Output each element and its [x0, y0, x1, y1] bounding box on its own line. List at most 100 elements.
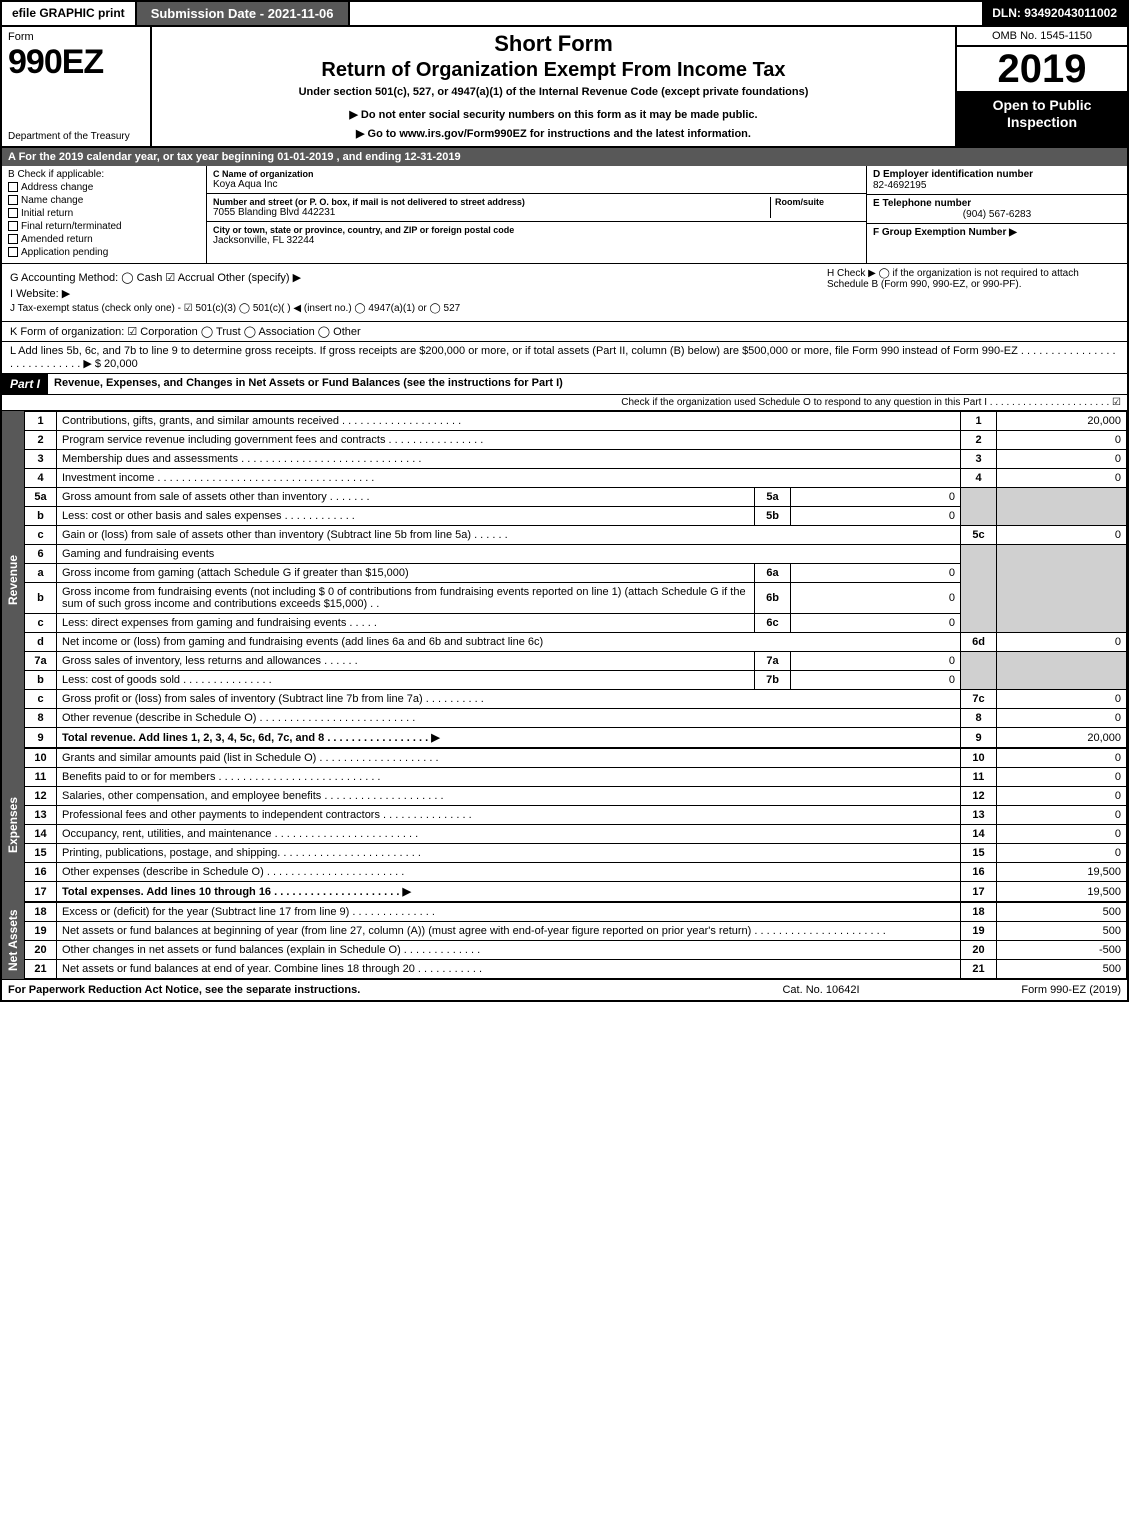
- form-label: Form: [8, 31, 144, 43]
- line-19: 19Net assets or fund balances at beginni…: [25, 922, 1127, 941]
- section-d-e-f: D Employer identification number 82-4692…: [867, 166, 1127, 263]
- addr-label: Number and street (or P. O. box, if mail…: [213, 197, 770, 207]
- line-6d: dNet income or (loss) from gaming and fu…: [25, 633, 1127, 652]
- line-18: 18Excess or (deficit) for the year (Subt…: [25, 903, 1127, 922]
- expenses-side-label: Expenses: [2, 748, 24, 902]
- group-exemption-label: F Group Exemption Number ▶: [873, 227, 1121, 238]
- revenue-table: 1Contributions, gifts, grants, and simil…: [24, 411, 1127, 748]
- form-footer-id: Form 990-EZ (2019): [921, 984, 1121, 996]
- paperwork-notice: For Paperwork Reduction Act Notice, see …: [8, 984, 721, 996]
- tax-exempt-status: J Tax-exempt status (check only one) - ☑…: [10, 303, 819, 314]
- line-13: 13Professional fees and other payments t…: [25, 806, 1127, 825]
- accounting-method: G Accounting Method: ◯ Cash ☑ Accrual Ot…: [10, 271, 819, 284]
- part-i-check-o: Check if the organization used Schedule …: [2, 395, 1127, 411]
- addr-value: 7055 Blanding Blvd 442231: [213, 207, 770, 218]
- goto-instructions: ▶ Go to www.irs.gov/Form990EZ for instru…: [160, 127, 947, 140]
- net-assets-side-label: Net Assets: [2, 902, 24, 979]
- part-i-label: Part I: [2, 374, 48, 394]
- line-7c: cGross profit or (loss) from sales of in…: [25, 690, 1127, 709]
- city-label: City or town, state or province, country…: [213, 225, 860, 235]
- room-label: Room/suite: [775, 197, 860, 207]
- section-b-checkboxes: B Check if applicable: Address change Na…: [2, 166, 207, 263]
- page-footer: For Paperwork Reduction Act Notice, see …: [2, 979, 1127, 1000]
- revenue-group: Revenue 1Contributions, gifts, grants, a…: [2, 411, 1127, 748]
- h-schedule-b: H Check ▶ ◯ if the organization is not r…: [819, 268, 1119, 317]
- check-final-return[interactable]: Final return/terminated: [8, 221, 200, 232]
- line-7a: 7aGross sales of inventory, less returns…: [25, 652, 1127, 671]
- line-16: 16Other expenses (describe in Schedule O…: [25, 863, 1127, 882]
- line-10: 10Grants and similar amounts paid (list …: [25, 749, 1127, 768]
- form-number: 990EZ: [8, 43, 144, 82]
- section-b-c-d: B Check if applicable: Address change Na…: [2, 166, 1127, 264]
- k-form-of-org: K Form of organization: ☑ Corporation ◯ …: [2, 322, 1127, 342]
- short-form-title: Short Form: [160, 31, 947, 57]
- section-b-title: B Check if applicable:: [8, 169, 200, 180]
- l-gross-receipts: L Add lines 5b, 6c, and 7b to line 9 to …: [2, 342, 1127, 374]
- line-17: 17Total expenses. Add lines 10 through 1…: [25, 882, 1127, 902]
- dln-number: DLN: 93492043011002: [982, 2, 1127, 25]
- revenue-side-label: Revenue: [2, 411, 24, 748]
- open-to-public: Open to Public Inspection: [957, 93, 1127, 146]
- section-g-h-i-j: G Accounting Method: ◯ Cash ☑ Accrual Ot…: [2, 264, 1127, 322]
- org-city-row: City or town, state or province, country…: [207, 222, 866, 249]
- ein-row: D Employer identification number 82-4692…: [867, 166, 1127, 195]
- check-address-change[interactable]: Address change: [8, 182, 200, 193]
- tel-label: E Telephone number: [873, 198, 1121, 209]
- form-number-block: Form 990EZ Department of the Treasury: [2, 27, 152, 146]
- group-exemption-row: F Group Exemption Number ▶: [867, 224, 1127, 241]
- telephone-row: E Telephone number (904) 567-6283: [867, 195, 1127, 224]
- part-i-title: Revenue, Expenses, and Changes in Net As…: [48, 374, 1127, 394]
- cat-number: Cat. No. 10642I: [721, 984, 921, 996]
- line-5c: cGain or (loss) from sale of assets othe…: [25, 526, 1127, 545]
- org-name-label: C Name of organization: [213, 169, 860, 179]
- line-3: 3Membership dues and assessments . . . .…: [25, 450, 1127, 469]
- line-21: 21Net assets or fund balances at end of …: [25, 960, 1127, 979]
- website-line: I Website: ▶: [10, 287, 819, 300]
- ein-label: D Employer identification number: [873, 169, 1121, 180]
- line-8: 8Other revenue (describe in Schedule O) …: [25, 709, 1127, 728]
- line-20: 20Other changes in net assets or fund ba…: [25, 941, 1127, 960]
- org-name-row: C Name of organization Koya Aqua Inc: [207, 166, 866, 194]
- net-assets-table: 18Excess or (deficit) for the year (Subt…: [24, 902, 1127, 979]
- topbar-spacer: [350, 2, 983, 25]
- net-assets-group: Net Assets 18Excess or (deficit) for the…: [2, 902, 1127, 979]
- expenses-group: Expenses 10Grants and similar amounts pa…: [2, 748, 1127, 902]
- under-section: Under section 501(c), 527, or 4947(a)(1)…: [160, 86, 947, 98]
- omb-number: OMB No. 1545-1150: [957, 27, 1127, 47]
- section-c-org-info: C Name of organization Koya Aqua Inc Num…: [207, 166, 867, 263]
- line-1: 1Contributions, gifts, grants, and simil…: [25, 412, 1127, 431]
- line-15: 15Printing, publications, postage, and s…: [25, 844, 1127, 863]
- org-addr-row: Number and street (or P. O. box, if mail…: [207, 194, 866, 222]
- ssn-warning: ▶ Do not enter social security numbers o…: [160, 108, 947, 121]
- city-value: Jacksonville, FL 32244: [213, 235, 860, 246]
- tax-period-bar: A For the 2019 calendar year, or tax yea…: [2, 148, 1127, 166]
- efile-print-link[interactable]: efile GRAPHIC print: [2, 2, 137, 25]
- check-name-change[interactable]: Name change: [8, 195, 200, 206]
- line-6: 6Gaming and fundraising events: [25, 545, 1127, 564]
- treasury-dept: Department of the Treasury: [8, 131, 144, 142]
- check-initial-return[interactable]: Initial return: [8, 208, 200, 219]
- line-4: 4Investment income . . . . . . . . . . .…: [25, 469, 1127, 488]
- tel-value: (904) 567-6283: [873, 209, 1121, 220]
- form-title-block: Short Form Return of Organization Exempt…: [152, 27, 957, 146]
- tax-year: 2019: [957, 47, 1127, 93]
- submission-date: Submission Date - 2021-11-06: [137, 2, 350, 25]
- check-amended-return[interactable]: Amended return: [8, 234, 200, 245]
- line-14: 14Occupancy, rent, utilities, and mainte…: [25, 825, 1127, 844]
- form-990ez-page: efile GRAPHIC print Submission Date - 20…: [0, 0, 1129, 1002]
- check-application-pending[interactable]: Application pending: [8, 247, 200, 258]
- return-title: Return of Organization Exempt From Incom…: [160, 59, 947, 82]
- expenses-table: 10Grants and similar amounts paid (list …: [24, 748, 1127, 902]
- part-i-header: Part I Revenue, Expenses, and Changes in…: [2, 374, 1127, 395]
- ein-value: 82-4692195: [873, 180, 1121, 191]
- form-meta-right: OMB No. 1545-1150 2019 Open to Public In…: [957, 27, 1127, 146]
- top-metadata-bar: efile GRAPHIC print Submission Date - 20…: [2, 2, 1127, 27]
- org-name-value: Koya Aqua Inc: [213, 179, 860, 190]
- line-5a: 5aGross amount from sale of assets other…: [25, 488, 1127, 507]
- line-11: 11Benefits paid to or for members . . . …: [25, 768, 1127, 787]
- part-i-title-text: Revenue, Expenses, and Changes in Net As…: [54, 377, 563, 389]
- line-12: 12Salaries, other compensation, and empl…: [25, 787, 1127, 806]
- form-header: Form 990EZ Department of the Treasury Sh…: [2, 27, 1127, 148]
- line-9: 9Total revenue. Add lines 1, 2, 3, 4, 5c…: [25, 728, 1127, 748]
- line-2: 2Program service revenue including gover…: [25, 431, 1127, 450]
